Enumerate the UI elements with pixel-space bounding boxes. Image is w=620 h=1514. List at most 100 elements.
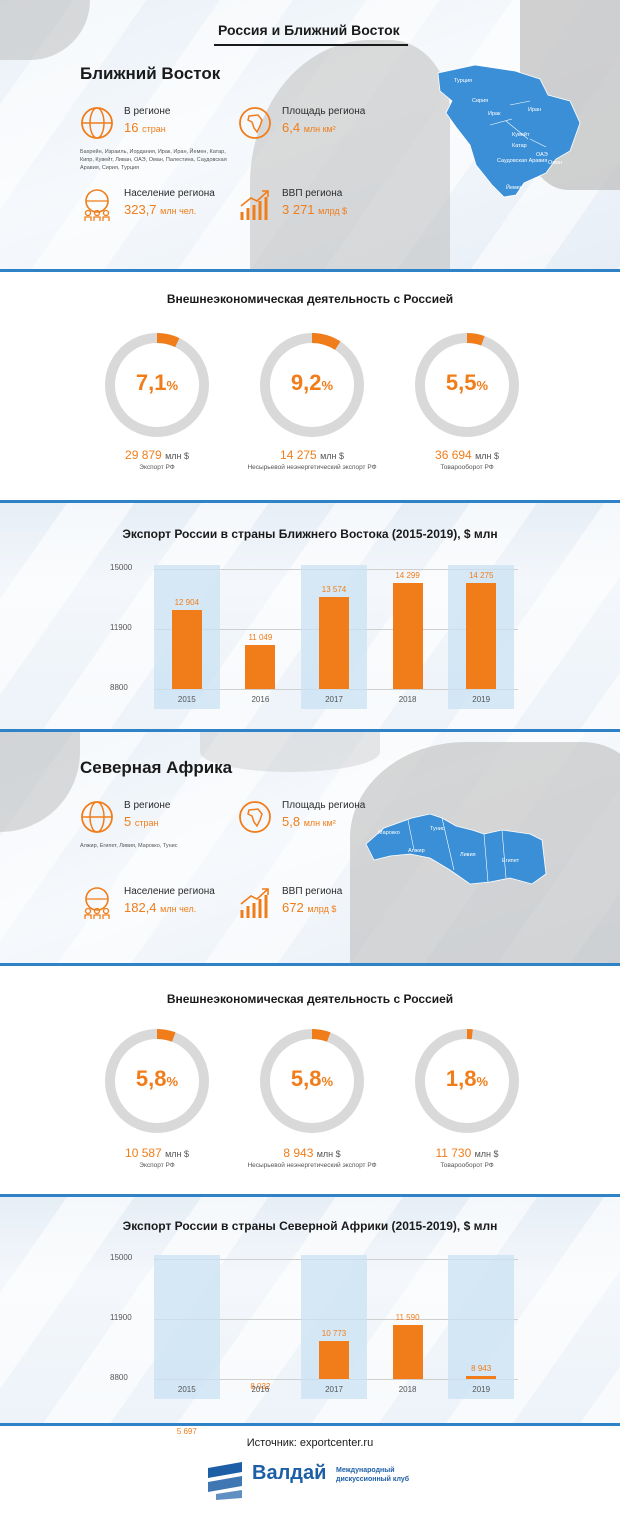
stat-value: 323,7 млн чел. — [124, 202, 197, 217]
stat-value: 6,4 млн км² — [282, 120, 336, 135]
stat-label: В регионе — [124, 800, 171, 811]
globe-icon — [81, 107, 113, 139]
y-tick-label: 15000 — [110, 563, 133, 572]
section-divider — [0, 729, 620, 732]
map-label: Ирак — [488, 111, 501, 117]
donut-value: 10 587 млн $ — [125, 1146, 189, 1160]
bar — [171, 609, 202, 689]
bar — [392, 1325, 423, 1379]
donut-percent: 9,2% — [290, 370, 334, 395]
stat-value: 3 271 млрд $ — [282, 202, 348, 217]
x-tick-label: 2016 — [251, 695, 270, 704]
data-label: 11 590 — [395, 1313, 420, 1322]
donut-value: 8 943 млн $ — [283, 1146, 341, 1160]
x-tick-label: 2018 — [398, 1385, 417, 1394]
countries-list: Алжир, Египет, Ливия, Марокко, Тунис — [80, 843, 178, 849]
middle-east-region: Турция Сирия Ирак Иран Кувейт Саудовская… — [0, 0, 620, 270]
section-divider — [0, 500, 620, 503]
title-underline — [214, 44, 408, 46]
logo-name: Валдай — [252, 1462, 327, 1484]
donut-turnover: 5,5% — [412, 330, 522, 440]
chart-title: Экспорт России в страны Ближнего Востока… — [122, 527, 498, 541]
growth-chart-icon — [240, 888, 269, 918]
donut-percent: 1,8% — [445, 1066, 489, 1091]
column-band — [154, 1255, 220, 1399]
north-africa-map-highlight — [365, 813, 547, 885]
region-title: Северная Африка — [80, 758, 233, 777]
map-label: Саудовская Аравия — [497, 158, 548, 164]
africa-map-icon — [239, 801, 271, 833]
page-title: Россия и Ближний Восток — [218, 22, 400, 38]
x-tick-label: 2017 — [325, 1385, 343, 1394]
stat-label: В регионе — [124, 106, 171, 117]
people-globe-icon — [84, 887, 110, 919]
map-label: Оман — [548, 160, 563, 166]
stat-value: 182,4 млн чел. — [124, 900, 197, 915]
chart-title: Экспорт России в страны Северной Африки … — [122, 1219, 498, 1233]
donut-caption: Товарооборот РФ — [440, 464, 494, 471]
data-label: 14 275 — [468, 571, 494, 581]
data-label: 11 049 — [248, 633, 273, 643]
section-divider — [0, 1423, 620, 1426]
map-label: Сирия — [472, 98, 489, 104]
region-title: Ближний Восток — [80, 64, 221, 83]
donut-percent: 7,1% — [135, 370, 179, 395]
donut-arc — [415, 333, 519, 437]
donut-turnover: 1,8% — [412, 1026, 522, 1136]
donut-percent: 5,8% — [290, 1066, 334, 1091]
north-africa-export-chart: Экспорт России в страны Северной Африки … — [0, 1197, 620, 1436]
map-label: Иран — [528, 107, 542, 113]
stat-label: Население региона — [124, 188, 215, 199]
donut-nonraw-export: 9,2% — [257, 330, 367, 440]
x-tick-label: 2016 — [251, 1385, 270, 1394]
data-label: 8 032 — [250, 1381, 271, 1391]
donut-arc — [260, 333, 364, 437]
x-tick-label: 2018 — [398, 695, 417, 704]
donut-caption: Товарооборот РФ — [440, 1162, 494, 1169]
data-label: 5 697 — [176, 1427, 197, 1437]
section-title: Внешнеэкономическая деятельность с Росси… — [166, 992, 454, 1006]
bar — [319, 596, 349, 689]
donut-value: 29 879 млн $ — [125, 448, 189, 462]
x-tick-label: 2015 — [177, 1385, 196, 1394]
map-label: Катар — [512, 143, 527, 149]
source-note: Источник: exportcenter.ru — [246, 1437, 374, 1449]
bar — [466, 583, 497, 689]
data-label: 13 574 — [321, 584, 347, 594]
bar — [319, 1340, 349, 1379]
data-label: 12 904 — [174, 597, 200, 607]
countries-list: Бахрейн, Израиль, Иордания, Ирак, Иран, … — [80, 149, 227, 171]
stat-value: 5 стран — [124, 814, 159, 829]
stat-label: ВВП региона — [282, 188, 343, 199]
map-label: Кувейт — [512, 132, 530, 138]
data-label: 14 299 — [395, 570, 420, 580]
stat-label: ВВП региона — [282, 886, 343, 897]
globe-icon — [81, 801, 113, 833]
map-label: Марокко — [378, 830, 400, 836]
section-divider — [0, 269, 620, 272]
donut-arc — [105, 1029, 209, 1133]
stat-value: 16 стран — [124, 120, 166, 135]
stat-value: 5,8 млн км² — [282, 814, 336, 829]
north-africa-region: Марокко Тунис Алжир Ливия Египет Северна… — [0, 732, 620, 964]
africa-map-icon — [239, 107, 271, 139]
growth-chart-icon — [240, 190, 269, 220]
map-label: Алжир — [408, 848, 425, 854]
middle-east-trade-section: Внешнеэкономическая деятельность с Росси… — [0, 272, 620, 500]
donut-value: 11 730 млн $ — [435, 1146, 499, 1160]
stat-label: Население региона — [124, 886, 215, 897]
donut-percent: 5,5% — [445, 370, 489, 395]
donut-value: 14 275 млн $ — [280, 448, 344, 462]
donut-caption: Экспорт РФ — [139, 464, 175, 471]
stat-value: 672 млрд $ — [282, 900, 337, 915]
stat-label: Площадь региона — [282, 106, 366, 117]
donut-percent: 5,8% — [135, 1066, 179, 1091]
y-tick-label: 8800 — [110, 1373, 128, 1382]
section-divider — [0, 1194, 620, 1197]
logo-subtitle: Международный дискуссионный клуб — [336, 1467, 410, 1483]
stat-label: Площадь региона — [282, 800, 366, 811]
map-label: Тунис — [430, 826, 445, 832]
x-tick-label: 2017 — [325, 695, 343, 704]
map-label: Йемен — [506, 185, 523, 191]
